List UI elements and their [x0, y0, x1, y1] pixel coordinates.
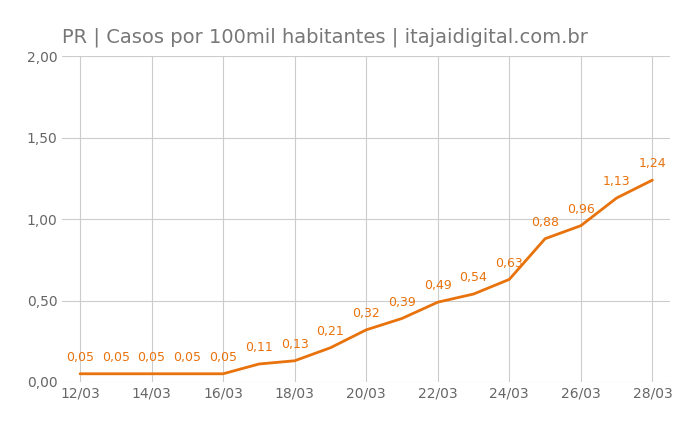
Text: 0,05: 0,05 — [209, 351, 237, 364]
Text: 0,13: 0,13 — [281, 338, 309, 351]
Text: 0,05: 0,05 — [138, 351, 166, 364]
Text: 0,54: 0,54 — [460, 271, 487, 284]
Text: 0,11: 0,11 — [245, 341, 273, 354]
Text: 0,96: 0,96 — [567, 203, 595, 216]
Text: 1,24: 1,24 — [638, 158, 666, 171]
Text: 0,63: 0,63 — [495, 256, 523, 270]
Text: 0,49: 0,49 — [424, 279, 452, 293]
Text: 0,39: 0,39 — [388, 296, 416, 309]
Text: PR | Casos por 100mil habitantes | itajaidigital.com.br: PR | Casos por 100mil habitantes | itaja… — [62, 27, 588, 47]
Text: 1,13: 1,13 — [603, 175, 630, 188]
Text: 0,21: 0,21 — [316, 325, 344, 338]
Text: 0,05: 0,05 — [66, 351, 94, 364]
Text: 0,05: 0,05 — [102, 351, 130, 364]
Text: 0,88: 0,88 — [531, 216, 559, 229]
Text: 0,32: 0,32 — [352, 307, 380, 320]
Text: 0,05: 0,05 — [173, 351, 201, 364]
